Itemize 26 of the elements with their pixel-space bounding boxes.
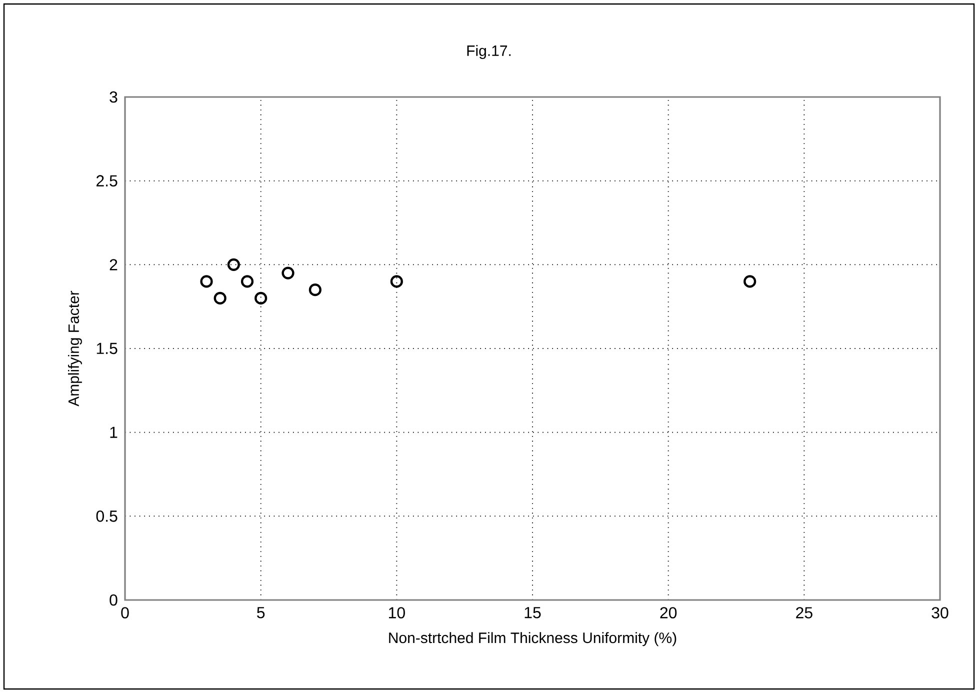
point xyxy=(390,275,403,288)
y-tick-label: 2 xyxy=(110,259,118,270)
y-tick-label: 3 xyxy=(110,91,118,103)
x-tick-label: 5 xyxy=(257,607,265,618)
point xyxy=(282,266,294,280)
y-tick-label: 1.5 xyxy=(96,342,118,354)
x-tick-label: 15 xyxy=(524,607,541,618)
chart-title: Fig.17. xyxy=(467,45,511,59)
y-tick-label: 1 xyxy=(110,426,118,438)
point xyxy=(214,292,226,305)
point xyxy=(240,275,254,288)
x-tick-label: 30 xyxy=(932,607,948,618)
x-tick-label: 25 xyxy=(796,607,812,618)
point xyxy=(200,275,213,288)
x-tick-label: 20 xyxy=(660,607,677,618)
x-tick-label: 10 xyxy=(389,607,405,618)
y-tick-label: 2.5 xyxy=(96,175,118,186)
x-axis-title: Non-strtched Film Thickness Uniformity (%) xyxy=(389,632,676,646)
y-axis-title: Amplifying Facter xyxy=(68,290,82,406)
y-tick-label: 0.5 xyxy=(96,510,118,522)
point xyxy=(744,275,756,288)
point xyxy=(308,284,322,296)
x-tick-label: 0 xyxy=(121,607,129,618)
point xyxy=(254,292,268,305)
point xyxy=(227,258,240,271)
y-tick-label: 0 xyxy=(110,594,118,606)
